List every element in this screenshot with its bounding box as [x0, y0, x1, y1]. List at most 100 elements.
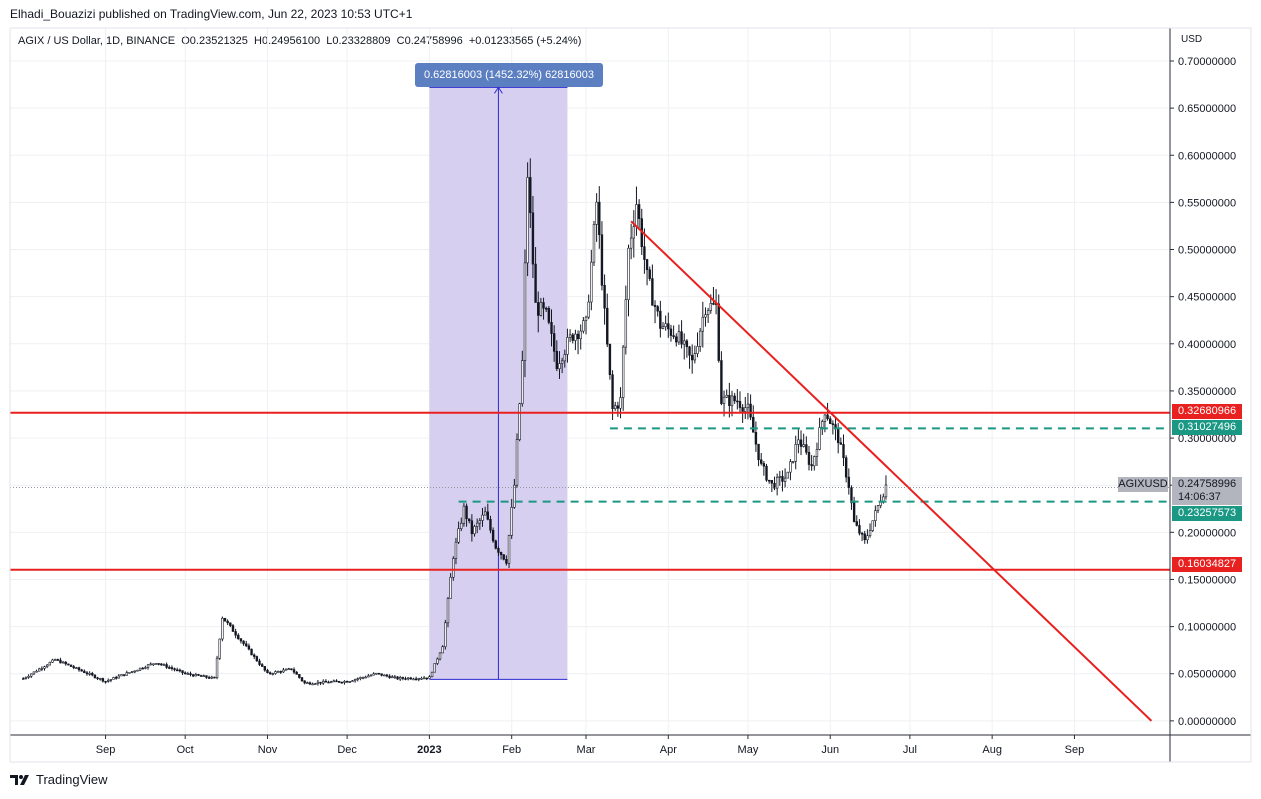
- candle-body: [356, 678, 359, 680]
- candle-body: [229, 622, 232, 626]
- candle-body: [677, 331, 681, 343]
- candle-body: [215, 657, 219, 678]
- candle-body: [385, 674, 389, 677]
- candle-body: [473, 526, 476, 535]
- downtrend-line[interactable]: [630, 220, 1153, 722]
- candle-body: [606, 307, 609, 345]
- candle-body: [369, 674, 373, 677]
- candle-body: [831, 423, 835, 425]
- x-tick-label: Jun: [821, 744, 839, 756]
- candle-body: [112, 677, 115, 680]
- candle-body: [396, 676, 399, 680]
- candle-body: [712, 303, 715, 305]
- measure-label: 0.62816003 (1452.32%) 62816003: [415, 63, 603, 87]
- candle-body: [35, 670, 38, 673]
- candle-body: [518, 403, 521, 440]
- annotations[interactable]: [10, 220, 1170, 722]
- candle-body: [99, 678, 102, 680]
- candle-body: [375, 672, 378, 675]
- candle-body: [141, 667, 144, 670]
- candle-body: [314, 683, 317, 685]
- candle-body: [515, 439, 519, 486]
- candle-body: [428, 676, 431, 679]
- candle-body: [367, 675, 370, 678]
- candle-body: [160, 663, 163, 666]
- candle-body: [226, 620, 229, 624]
- lower-dashed-price-label: 0.23257573: [1172, 506, 1242, 521]
- tradingview-footer[interactable]: TradingView: [10, 772, 108, 787]
- candle-body: [207, 677, 211, 679]
- candle-body: [300, 677, 304, 682]
- publisher-header: Elhadi_Bouazizi published on TradingView…: [10, 7, 413, 21]
- upper-dashed-price-label: 0.31027496: [1172, 420, 1242, 435]
- candle-body: [430, 671, 434, 677]
- candle-body: [685, 340, 689, 348]
- candle-body: [107, 680, 110, 682]
- candle-body: [491, 529, 495, 542]
- candle-body: [821, 421, 824, 428]
- legend-change: +0.01233565 (+5.24%): [468, 35, 582, 47]
- candle-body: [332, 680, 336, 683]
- y-tick-label: 0.05000000: [1178, 669, 1236, 681]
- candle-body: [234, 631, 237, 636]
- candle-body: [598, 201, 601, 236]
- candle-body: [829, 418, 832, 424]
- candle-body: [393, 676, 397, 679]
- candle-body: [51, 659, 54, 663]
- candle-body: [165, 664, 168, 668]
- candle-body: [693, 353, 697, 361]
- candle-body: [189, 673, 192, 676]
- candle-body: [773, 482, 776, 489]
- candle-body: [388, 675, 391, 679]
- candle-body: [144, 667, 147, 669]
- candle-body: [67, 663, 70, 666]
- candle-body: [600, 234, 604, 286]
- y-tick-label: 0.15000000: [1178, 574, 1236, 586]
- candle-body: [627, 247, 630, 301]
- candle-body: [574, 333, 577, 341]
- candle-body: [263, 666, 267, 671]
- candle-body: [855, 521, 858, 526]
- candle-body: [433, 663, 436, 673]
- candle-body: [168, 667, 171, 669]
- candle-body: [560, 360, 564, 364]
- candle-body: [497, 548, 500, 553]
- candle-body: [690, 354, 694, 361]
- candle-body: [704, 314, 707, 318]
- candle-body: [813, 456, 816, 467]
- candle-body: [839, 442, 843, 445]
- candle-body: [128, 672, 131, 674]
- candle-body: [706, 310, 710, 315]
- candle-body: [842, 444, 845, 459]
- legend-open: 0.23521325: [189, 35, 248, 47]
- candle-body: [136, 669, 139, 672]
- x-tick-label: Apr: [660, 744, 677, 756]
- candle-body: [199, 675, 203, 677]
- candle-body: [552, 333, 556, 352]
- candle-body: [475, 522, 479, 527]
- x-tick-label: Sep: [96, 744, 116, 756]
- candle-body: [292, 669, 296, 673]
- candle-body: [874, 510, 877, 521]
- candle-body: [266, 669, 269, 673]
- candle-body: [645, 259, 649, 271]
- candle-body: [223, 617, 227, 622]
- candle-body: [24, 677, 28, 679]
- candle-body: [595, 201, 598, 225]
- legend-symbol[interactable]: AGIX / US Dollar, 1D, BINANCE: [18, 35, 176, 47]
- measure-tool[interactable]: [429, 86, 568, 680]
- candle-body: [534, 263, 537, 303]
- candle-body: [741, 407, 744, 412]
- current-price: 0.24758996: [1178, 478, 1237, 490]
- candle-body: [287, 668, 290, 670]
- candle-body: [555, 351, 559, 370]
- candle-body: [271, 673, 274, 675]
- candle-body: [80, 669, 83, 672]
- candle-body: [760, 459, 763, 464]
- candle-body: [449, 576, 452, 599]
- candle-body: [157, 663, 160, 665]
- candle-body: [582, 320, 585, 332]
- candle-body: [329, 681, 333, 683]
- candle-body: [791, 460, 795, 463]
